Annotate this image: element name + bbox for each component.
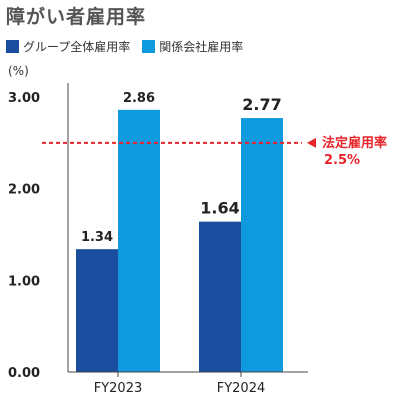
y-tick-label: 1.00 xyxy=(8,274,40,289)
legend-swatch-affiliates xyxy=(142,40,156,53)
x-tick-label: FY2023 xyxy=(94,381,143,396)
bar-fy2023-series1 xyxy=(76,249,118,372)
data-label: 2.86 xyxy=(123,91,155,106)
bar-fy2024-series1 xyxy=(199,221,241,372)
legend-swatch-group xyxy=(6,40,19,53)
data-label: 1.34 xyxy=(81,230,113,245)
y-tick-label: 2.00 xyxy=(8,183,40,198)
bar-fy2024-series2 xyxy=(241,118,283,372)
bar-fy2023-series2 xyxy=(118,109,160,372)
y-tick-label: 0.00 xyxy=(8,366,40,381)
reference-arrow-icon xyxy=(307,137,316,148)
legend: グループ全体雇用率 関係会社雇用率 xyxy=(6,38,255,55)
legend-label-affiliates: 関係会社雇用率 xyxy=(159,40,244,54)
y-axis-unit: (%) xyxy=(8,64,29,78)
chart-title: 障がい者雇用率 xyxy=(6,6,147,28)
legend-label-group: グループ全体雇用率 xyxy=(23,40,131,54)
reference-label: 法定雇用率 xyxy=(322,135,387,151)
legend-item-group: グループ全体雇用率 xyxy=(6,38,130,55)
data-label: 1.64 xyxy=(200,199,239,218)
data-label: 2.77 xyxy=(242,95,281,114)
y-tick-label: 3.00 xyxy=(8,91,40,106)
x-tick-label: FY2024 xyxy=(217,381,266,396)
reference-value: 2.5% xyxy=(324,153,360,168)
legend-item-affiliates: 関係会社雇用率 xyxy=(142,38,243,55)
